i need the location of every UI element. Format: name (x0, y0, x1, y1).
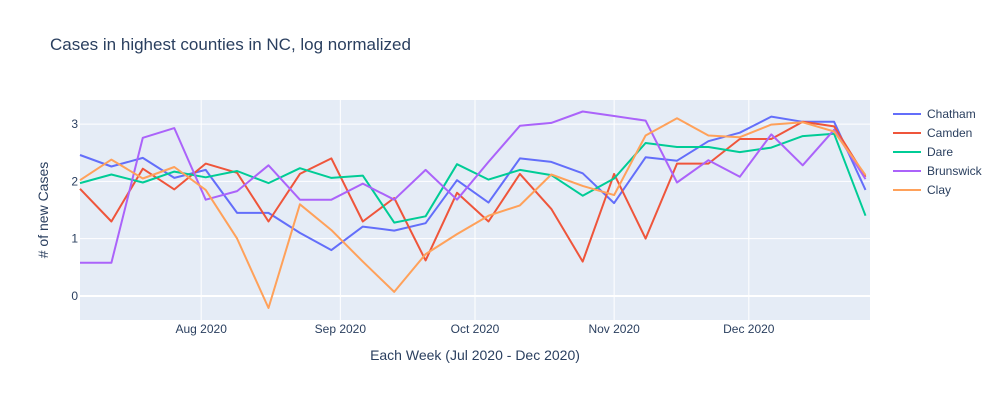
x-tick-labels: Aug 2020 Sep 2020 Oct 2020 Nov 2020 Dec 2020 (175, 322, 774, 336)
x-tick-label: Nov 2020 (588, 322, 640, 336)
y-tick-label: 1 (71, 232, 78, 246)
chart-title: Cases in highest counties in NC, log nor… (50, 35, 411, 54)
legend-label-chatham[interactable]: Chatham (927, 107, 976, 121)
legend-label-clay[interactable]: Clay (927, 183, 951, 197)
legend-label-dare[interactable]: Dare (927, 145, 953, 159)
y-tick-labels: 0 1 2 3 (71, 117, 78, 303)
y-tick-label: 3 (71, 117, 78, 131)
series-line-dare (79, 132, 867, 224)
series-lines (79, 110, 867, 309)
y-tick-label: 0 (71, 289, 78, 303)
series-line-clay (79, 117, 867, 309)
legend-label-camden[interactable]: Camden (927, 126, 972, 140)
series-line-camden (79, 120, 867, 263)
legend: Chatham Camden Dare Brunswick Clay (893, 107, 983, 197)
x-axis-title: Each Week (Jul 2020 - Dec 2020) (370, 347, 580, 363)
x-tick-label: Oct 2020 (451, 322, 500, 336)
y-gridlines (80, 123, 870, 297)
y-axis-title: # of new Cases (35, 162, 51, 259)
x-tick-label: Sep 2020 (315, 322, 367, 336)
y-tick-label: 2 (71, 174, 78, 188)
x-tick-label: Dec 2020 (723, 322, 775, 336)
legend-label-brunswick[interactable]: Brunswick (927, 164, 983, 178)
x-tick-label: Aug 2020 (175, 322, 227, 336)
